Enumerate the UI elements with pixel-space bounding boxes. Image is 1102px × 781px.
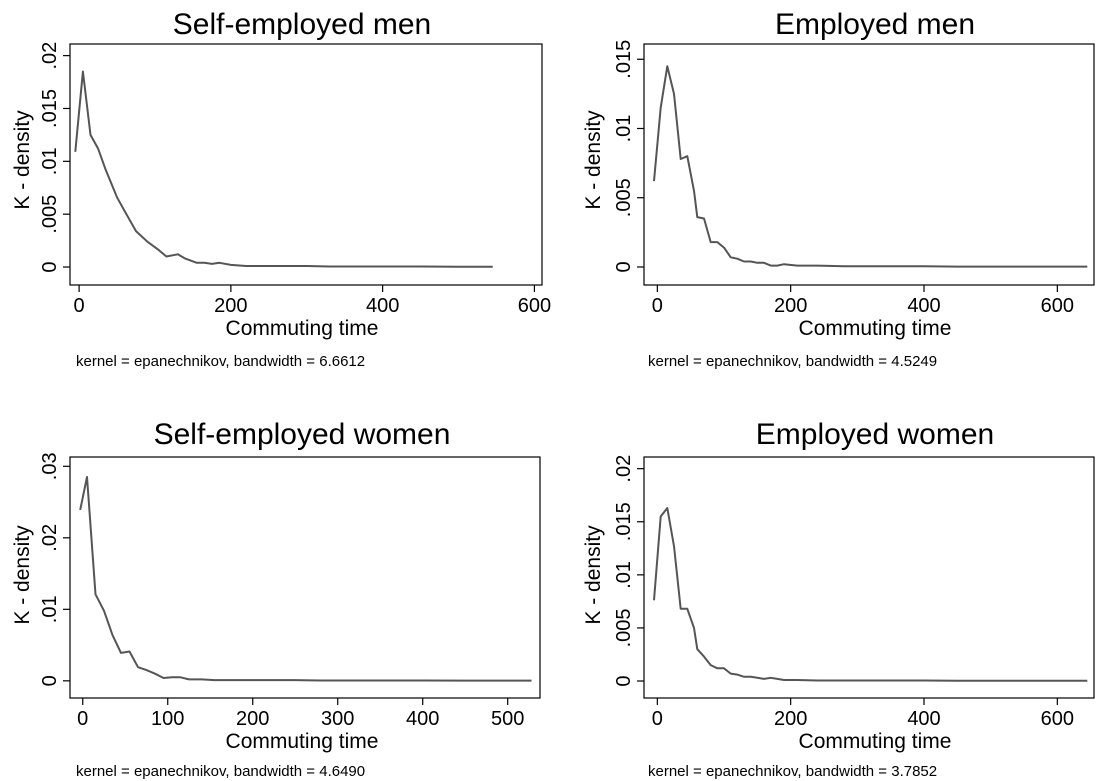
chart-self-employed-men: Self-employed men K - density Commuting …	[11, 8, 551, 370]
x-tick-label: 500	[491, 708, 524, 730]
x-tick-label: 400	[366, 295, 399, 317]
x-tick-label: 600	[518, 295, 551, 317]
chart-self-employed-women: Self-employed women K - density Commutin…	[11, 418, 541, 780]
y-tick-label: .03	[39, 452, 61, 480]
y-tick-label: .015	[613, 502, 635, 541]
y-tick-label: 0	[39, 675, 61, 686]
y-tick-label: 0	[613, 261, 635, 272]
chart-title: Employed women	[756, 418, 994, 451]
y-axis-label: K - density	[582, 110, 605, 210]
x-tick-label: 200	[214, 295, 247, 317]
chart-employed-women: Employed women K - density Commuting tim…	[582, 418, 1095, 780]
y-tick-label: 0	[39, 261, 61, 272]
x-tick-label: 600	[1041, 708, 1074, 730]
chart-title: Employed men	[775, 8, 975, 41]
kernel-note: kernel = epanechnikov, bandwidth = 4.524…	[648, 353, 937, 370]
y-tick-label: .01	[613, 561, 635, 589]
x-tick-label: 400	[406, 708, 439, 730]
y-tick-label: .005	[613, 608, 635, 647]
x-tick-label: 0	[652, 295, 663, 317]
x-tick-label: 0	[74, 295, 85, 317]
x-axis-label: Commuting time	[226, 730, 379, 753]
x-axis-label: Commuting time	[226, 317, 379, 340]
y-tick-label: .02	[39, 42, 61, 70]
y-axis-label: K - density	[11, 525, 34, 625]
chart-employed-men: Employed men K - density Commuting time …	[582, 8, 1095, 370]
density-line	[653, 65, 1088, 268]
y-tick-label: .01	[613, 115, 635, 143]
y-tick-label: .02	[39, 524, 61, 552]
plot-frame	[69, 456, 541, 699]
x-axis-label: Commuting time	[799, 730, 952, 753]
chart-title: Self-employed women	[154, 418, 451, 451]
y-tick-label: .01	[39, 147, 61, 175]
density-line	[79, 476, 532, 682]
x-tick-label: 0	[77, 708, 88, 730]
kernel-note: kernel = epanechnikov, bandwidth = 6.661…	[76, 353, 365, 370]
x-tick-label: 300	[321, 708, 354, 730]
x-tick-label: 400	[907, 708, 940, 730]
y-axis-label: K - density	[11, 110, 34, 210]
density-line	[653, 507, 1088, 682]
y-tick-label: .02	[613, 455, 635, 483]
x-tick-label: 0	[652, 708, 663, 730]
plot-frame	[643, 456, 1095, 699]
plot-frame	[643, 43, 1095, 286]
y-axis-label: K - density	[582, 525, 605, 625]
y-tick-label: .015	[613, 40, 635, 79]
x-tick-label: 600	[1041, 295, 1074, 317]
x-tick-label: 100	[151, 708, 184, 730]
x-axis-label: Commuting time	[799, 317, 952, 340]
chart-title: Self-employed men	[173, 8, 431, 41]
x-tick-label: 400	[907, 295, 940, 317]
y-tick-label: .005	[39, 195, 61, 234]
y-tick-label: .01	[39, 595, 61, 623]
density-line	[74, 70, 493, 268]
kernel-note: kernel = epanechnikov, bandwidth = 4.649…	[76, 763, 365, 780]
x-tick-label: 200	[236, 708, 269, 730]
y-tick-label: 0	[613, 675, 635, 686]
kernel-note: kernel = epanechnikov, bandwidth = 3.785…	[648, 763, 937, 780]
plot-frame	[69, 43, 543, 286]
x-tick-label: 200	[774, 708, 807, 730]
y-tick-label: .015	[39, 89, 61, 128]
x-tick-label: 200	[774, 295, 807, 317]
y-tick-label: .005	[613, 178, 635, 217]
